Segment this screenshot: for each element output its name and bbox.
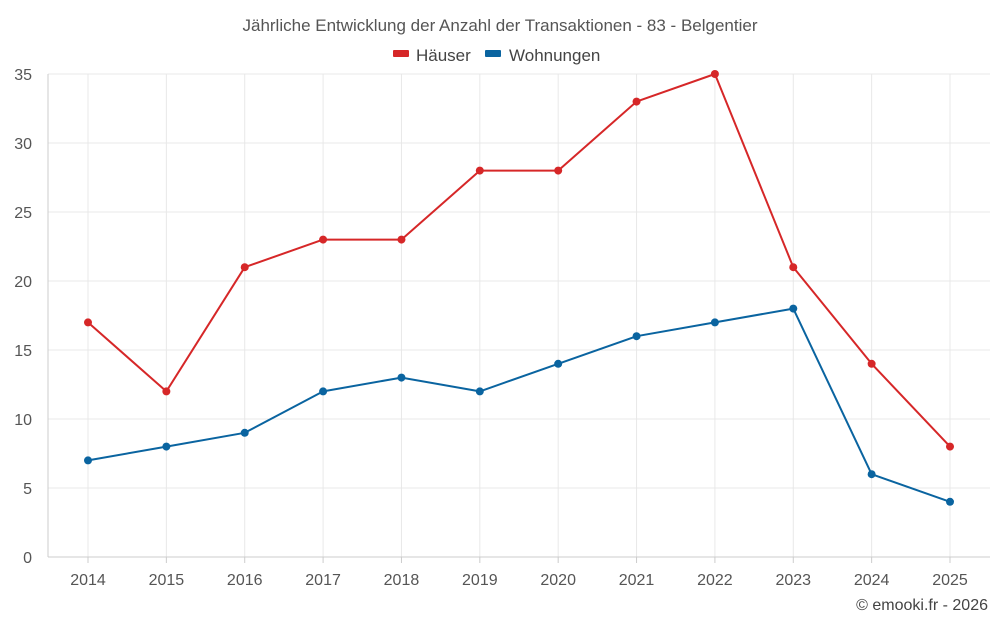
data-point-wohnungen[interactable] (554, 359, 563, 368)
data-point-wohnungen[interactable] (240, 428, 249, 437)
x-tick-label: 2018 (384, 572, 420, 589)
x-tick-label: 2023 (775, 572, 811, 589)
legend-swatch-haeuser (393, 50, 409, 57)
x-tick-label: 2019 (462, 572, 498, 589)
x-tick-label: 2025 (932, 572, 968, 589)
x-tick-label: 2017 (305, 572, 341, 589)
data-point-haeuser[interactable] (397, 235, 406, 244)
data-point-wohnungen[interactable] (319, 387, 328, 396)
y-tick-label: 30 (14, 136, 32, 153)
legend-item-wohnungen[interactable]: Wohnungen (485, 46, 600, 65)
x-tick-label: 2015 (149, 572, 185, 589)
data-point-wohnungen[interactable] (162, 442, 171, 451)
data-point-haeuser[interactable] (240, 263, 249, 272)
series (84, 70, 954, 506)
legend-label-wohnungen: Wohnungen (509, 46, 600, 65)
series-wohnungen (84, 304, 954, 506)
y-tick-label: 35 (14, 67, 32, 84)
series-haeuser (84, 70, 954, 451)
credit-text: © emooki.fr - 2026 (856, 597, 988, 614)
y-tick-label: 10 (14, 412, 32, 429)
series-line-wohnungen (87, 307, 951, 503)
grid (48, 73, 990, 557)
x-tick-label: 2024 (854, 572, 890, 589)
legend-label-haeuser: Häuser (416, 46, 471, 65)
data-point-wohnungen[interactable] (84, 456, 92, 465)
data-point-haeuser[interactable] (319, 235, 328, 244)
data-point-wohnungen[interactable] (397, 373, 406, 382)
data-point-haeuser[interactable] (710, 70, 719, 78)
y-tick-label: 25 (14, 205, 32, 222)
legend-swatch-wohnungen (485, 50, 501, 57)
chart-title: Jährliche Entwicklung der Anzahl der Tra… (242, 16, 757, 35)
data-point-wohnungen[interactable] (710, 318, 719, 327)
x-tick-label: 2020 (540, 572, 576, 589)
y-tick-label: 20 (14, 274, 32, 291)
x-tick-label: 2014 (70, 572, 106, 589)
data-point-wohnungen[interactable] (789, 304, 798, 313)
y-tick-label: 15 (14, 343, 32, 360)
data-point-haeuser[interactable] (475, 166, 484, 175)
data-point-haeuser[interactable] (867, 359, 876, 368)
series-line-haeuser (87, 73, 951, 448)
x-tick-label: 2016 (227, 572, 263, 589)
x-tick-label: 2022 (697, 572, 733, 589)
x-tick-label: 2021 (619, 572, 655, 589)
data-point-wohnungen[interactable] (632, 332, 641, 341)
legend: Häuser Wohnungen (393, 46, 600, 65)
y-tick-label: 5 (23, 481, 32, 498)
data-point-haeuser[interactable] (632, 97, 641, 106)
data-point-haeuser[interactable] (946, 442, 954, 451)
data-point-haeuser[interactable] (554, 166, 563, 175)
data-point-wohnungen[interactable] (475, 387, 484, 396)
legend-item-haeuser[interactable]: Häuser (393, 46, 471, 65)
data-point-wohnungen[interactable] (867, 470, 876, 479)
data-point-haeuser[interactable] (789, 263, 798, 272)
data-point-haeuser[interactable] (162, 387, 171, 396)
data-point-wohnungen[interactable] (946, 497, 954, 506)
data-point-haeuser[interactable] (84, 318, 92, 327)
y-tick-label: 0 (23, 550, 32, 567)
